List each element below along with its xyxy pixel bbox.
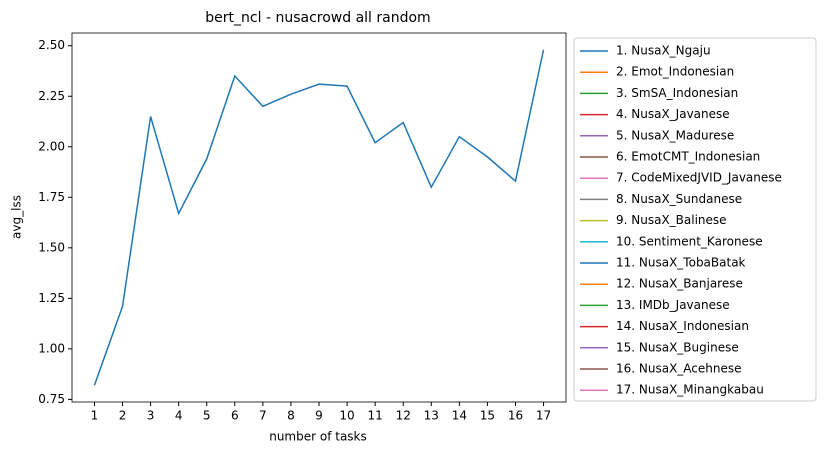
x-tick-label: 15 bbox=[480, 409, 495, 423]
legend-label: 2. Emot_Indonesian bbox=[616, 65, 734, 79]
y-tick-label: 1.25 bbox=[38, 291, 65, 305]
x-tick-label: 1 bbox=[91, 409, 99, 423]
legend-label: 1. NusaX_Ngaju bbox=[616, 44, 711, 58]
legend-label: 14. NusaX_Indonesian bbox=[616, 319, 749, 333]
y-tick-label: 2.50 bbox=[38, 38, 65, 52]
x-tick-label: 2 bbox=[119, 409, 127, 423]
y-tick-label: 2.00 bbox=[38, 139, 65, 153]
x-tick-label: 4 bbox=[175, 409, 183, 423]
x-tick-label: 14 bbox=[452, 409, 467, 423]
x-tick-label: 7 bbox=[259, 409, 267, 423]
x-axis-label: number of tasks bbox=[269, 430, 367, 444]
x-tick-label: 17 bbox=[536, 409, 551, 423]
series-line bbox=[93, 49, 545, 386]
legend-label: 5. NusaX_Madurese bbox=[616, 128, 734, 142]
x-tick-label: 3 bbox=[147, 409, 155, 423]
chart-title: bert_ncl - nusacrowd all random bbox=[205, 10, 430, 26]
x-tick-label: 8 bbox=[287, 409, 295, 423]
x-tick-label: 9 bbox=[315, 409, 323, 423]
x-tick-label: 6 bbox=[231, 409, 239, 423]
legend-box bbox=[573, 37, 817, 402]
y-tick-label: 1.00 bbox=[38, 341, 65, 355]
x-tick-label: 12 bbox=[396, 409, 411, 423]
y-tick-label: 1.50 bbox=[38, 240, 65, 254]
legend-label: 13. IMDb_Javanese bbox=[616, 298, 730, 312]
y-tick-label: 2.25 bbox=[38, 89, 65, 103]
y-tick-label: 0.75 bbox=[38, 392, 65, 406]
x-tick-label: 16 bbox=[508, 409, 523, 423]
y-axis-label: avg_lss bbox=[10, 195, 24, 239]
x-tick-label: 10 bbox=[339, 409, 354, 423]
legend-label: 12. NusaX_Banjarese bbox=[616, 277, 743, 291]
legend-label: 10. Sentiment_Karonese bbox=[616, 234, 763, 248]
legend-label: 3. SmSA_Indonesian bbox=[616, 86, 738, 100]
x-tick-label: 13 bbox=[424, 409, 439, 423]
legend-label: 6. EmotCMT_Indonesian bbox=[616, 150, 760, 164]
legend-label: 11. NusaX_TobaBatak bbox=[616, 256, 746, 270]
y-tick-label: 1.75 bbox=[38, 190, 65, 204]
legend-label: 9. NusaX_Balinese bbox=[616, 213, 727, 227]
plot-frame bbox=[71, 32, 567, 403]
legend-label: 7. CodeMixedJVID_Javanese bbox=[616, 171, 782, 185]
legend-label: 4. NusaX_Javanese bbox=[616, 107, 730, 121]
x-tick-label: 5 bbox=[203, 409, 211, 423]
legend-label: 16. NusaX_Acehnese bbox=[616, 362, 742, 376]
legend-label: 8. NusaX_Sundanese bbox=[616, 192, 742, 206]
legend-label: 17. NusaX_Minangkabau bbox=[616, 383, 764, 397]
legend-label: 15. NusaX_Buginese bbox=[616, 340, 739, 354]
x-tick-label: 11 bbox=[367, 409, 382, 423]
